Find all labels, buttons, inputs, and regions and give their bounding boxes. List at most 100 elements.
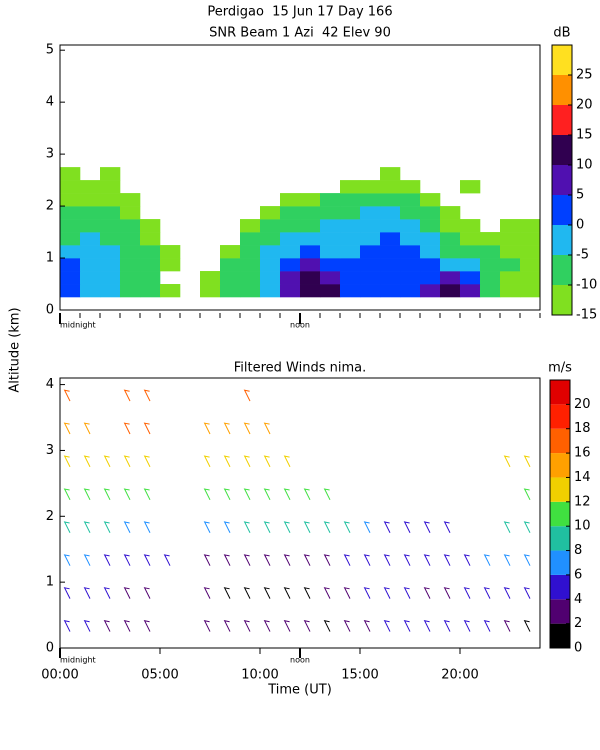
wind-barb bbox=[223, 521, 231, 533]
colorbar-segment bbox=[552, 255, 572, 285]
wind-barb bbox=[403, 554, 411, 566]
heatmap-cell bbox=[300, 206, 321, 220]
heatmap-cell bbox=[500, 284, 521, 298]
wind-barb bbox=[283, 620, 291, 632]
wind-barb bbox=[123, 620, 131, 632]
wind-barb bbox=[143, 488, 151, 501]
wind-barb bbox=[463, 620, 471, 632]
wind-barb bbox=[503, 587, 511, 599]
heatmap-cell bbox=[80, 271, 101, 285]
wind-barb bbox=[423, 554, 431, 566]
colorbar-tick-label: 15 bbox=[576, 128, 593, 143]
heatmap-cell bbox=[520, 258, 541, 272]
wind-barb bbox=[123, 488, 131, 501]
heatmap-cell bbox=[80, 219, 101, 233]
wind-barb bbox=[63, 422, 71, 435]
colorbar-segment bbox=[550, 550, 570, 575]
wind-barb bbox=[263, 554, 271, 566]
heatmap-cell bbox=[340, 219, 361, 233]
heatmap-cell bbox=[460, 258, 481, 272]
heatmap-cell bbox=[360, 193, 381, 207]
heatmap-cell bbox=[320, 219, 341, 233]
wind-barb bbox=[523, 587, 531, 599]
heatmap-cell bbox=[300, 284, 321, 298]
heatmap-cell bbox=[500, 219, 521, 233]
heatmap-cell bbox=[460, 232, 481, 246]
wind-barb bbox=[203, 488, 211, 501]
colorbar-segment bbox=[552, 195, 572, 225]
y-tick-label: 4 bbox=[46, 95, 54, 110]
heatmap-cell bbox=[160, 245, 181, 259]
heatmap-cell bbox=[60, 245, 81, 259]
wind-barb bbox=[523, 521, 531, 533]
y-tick-label: 0 bbox=[46, 641, 54, 656]
wind-barb bbox=[343, 587, 351, 599]
wind-barb bbox=[143, 521, 151, 533]
heatmap-cell bbox=[460, 271, 481, 285]
wind-barb bbox=[283, 488, 291, 501]
heatmap-cell bbox=[100, 206, 121, 220]
heatmap-cell bbox=[320, 245, 341, 259]
colorbar-segment bbox=[552, 45, 572, 75]
heatmap-cell bbox=[320, 258, 341, 272]
heatmap-cell bbox=[380, 245, 401, 259]
heatmap-cell bbox=[520, 219, 541, 233]
wind-barb bbox=[323, 620, 331, 632]
heatmap-cell bbox=[380, 206, 401, 220]
wind-barb bbox=[103, 488, 111, 501]
wind-barb bbox=[123, 521, 131, 533]
wind-barb bbox=[63, 455, 71, 468]
heatmap-cell bbox=[340, 284, 361, 298]
colorbar-tick-label: 10 bbox=[574, 519, 591, 534]
heatmap-cell bbox=[420, 245, 441, 259]
heatmap-cell bbox=[340, 180, 361, 194]
heatmap-cell bbox=[100, 271, 121, 285]
y-tick-label: 3 bbox=[46, 147, 54, 162]
wind-barb bbox=[63, 587, 71, 599]
heatmap-cell bbox=[420, 284, 441, 298]
wind-barb bbox=[203, 455, 211, 468]
colorbar-segment bbox=[550, 526, 570, 551]
heatmap-cell bbox=[80, 284, 101, 298]
y-tick-label: 3 bbox=[46, 443, 54, 458]
heatmap-cell bbox=[140, 284, 161, 298]
colorbar-tick-label: 10 bbox=[576, 158, 593, 173]
heatmap-cell bbox=[100, 245, 121, 259]
colorbar-segment bbox=[550, 428, 570, 454]
y-tick-label: 4 bbox=[46, 377, 54, 392]
heatmap-cell bbox=[260, 271, 281, 285]
wind-barb bbox=[203, 422, 211, 435]
colorbar-segment bbox=[550, 453, 570, 478]
wind-barb bbox=[443, 587, 451, 599]
wind-barb bbox=[323, 521, 331, 533]
heatmap-cell bbox=[340, 271, 361, 285]
colorbar-segment bbox=[552, 105, 572, 135]
heatmap-cell bbox=[140, 219, 161, 233]
plot-frame bbox=[59, 377, 541, 649]
heatmap-cell bbox=[100, 258, 121, 272]
wind-barb bbox=[263, 587, 271, 599]
heatmap-cell bbox=[320, 271, 341, 285]
heatmap-cell bbox=[420, 193, 441, 207]
heatmap-cell bbox=[280, 245, 301, 259]
heatmap-cell bbox=[220, 271, 241, 285]
heatmap-cell bbox=[60, 180, 81, 194]
chart-title: Perdigao 15 Jun 17 Day 166 bbox=[207, 5, 392, 20]
heatmap-cell bbox=[400, 206, 421, 220]
heatmap-cell bbox=[140, 245, 161, 259]
wind-barb bbox=[523, 554, 531, 566]
heatmap-cell bbox=[160, 284, 181, 298]
heatmap-cell bbox=[480, 245, 501, 259]
wind-barb bbox=[383, 587, 391, 599]
wind-barb bbox=[83, 521, 91, 533]
heatmap-cell bbox=[440, 245, 461, 259]
heatmap-cell bbox=[240, 219, 261, 233]
wind-barb bbox=[463, 587, 471, 599]
wind-barb bbox=[243, 620, 251, 632]
wind-barb bbox=[83, 488, 91, 501]
heatmap-cell bbox=[520, 271, 541, 285]
colorbar-segment bbox=[550, 574, 570, 600]
wind-barb bbox=[443, 554, 451, 566]
heatmap-cell bbox=[460, 284, 481, 298]
wind-barb bbox=[263, 521, 271, 533]
